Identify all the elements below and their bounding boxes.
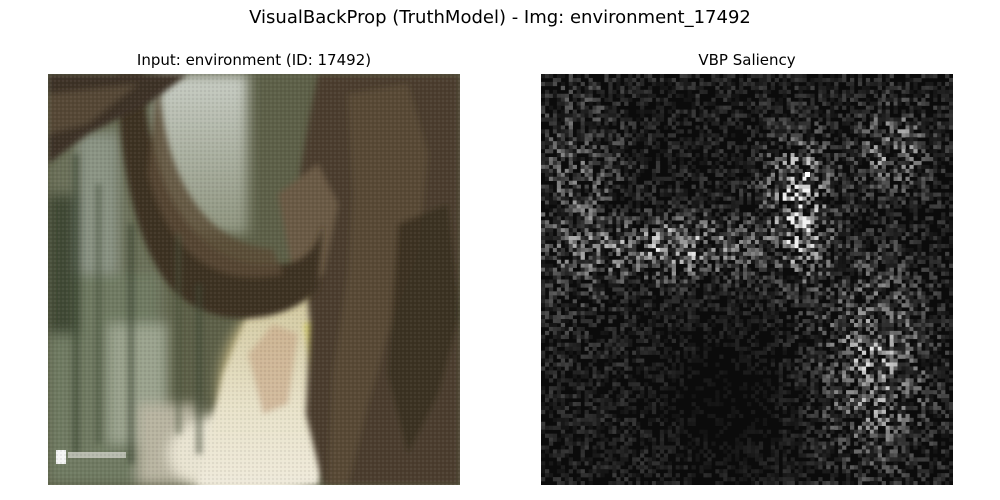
- saliency-panel-title: VBP Saliency: [698, 51, 796, 69]
- saliency-map-render: [541, 74, 953, 485]
- input-image: [48, 74, 460, 485]
- input-image-render: [48, 74, 460, 485]
- saliency-map: [541, 74, 953, 485]
- figure-title: VisualBackProp (TruthModel) - Img: envir…: [249, 7, 751, 28]
- input-panel-title: Input: environment (ID: 17492): [136, 51, 372, 69]
